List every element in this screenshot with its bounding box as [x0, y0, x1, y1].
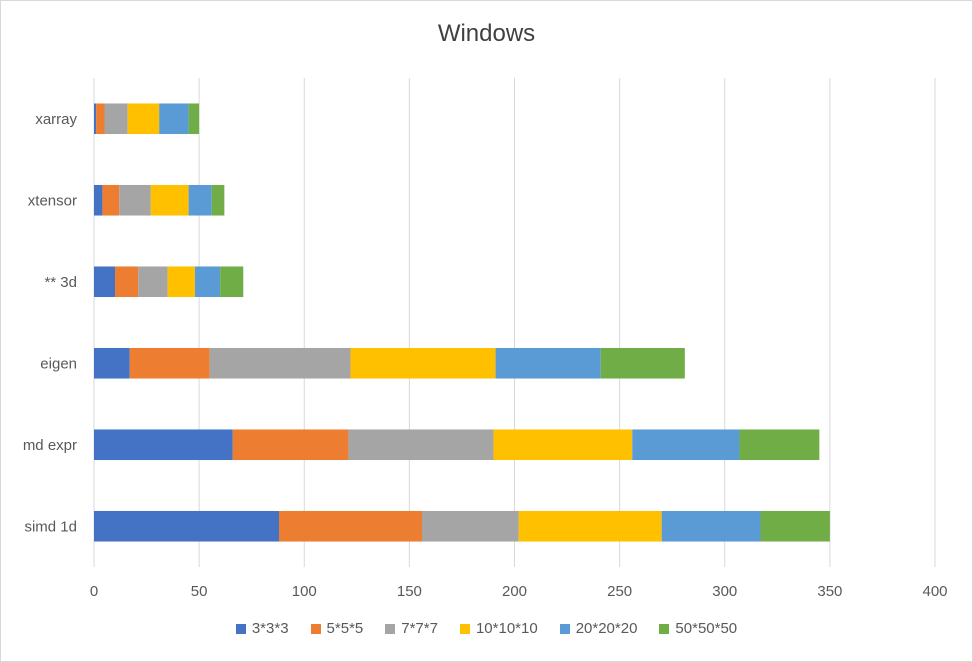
bar-segment	[188, 103, 200, 135]
legend-item: 50*50*50	[659, 620, 737, 637]
bar-segment	[421, 510, 519, 542]
bar-segment	[632, 429, 740, 461]
legend-swatch	[385, 623, 396, 634]
x-tick-label: 250	[607, 583, 632, 600]
legend-label: 50*50*50	[675, 620, 738, 637]
x-tick-labels: 0 50 100 150 200 250 300 350 400	[90, 583, 948, 600]
y-tick-label: md expr	[23, 437, 77, 454]
x-tick-label: 400	[922, 583, 947, 600]
bar-segment	[138, 266, 168, 298]
legend-item: 20*20*20	[559, 620, 638, 637]
bar-segment	[150, 184, 189, 216]
legend-label: 7*7*7	[401, 620, 438, 637]
y-tick-label: eigen	[40, 355, 77, 372]
legend-item: 3*3*3	[235, 620, 289, 637]
bar-segment	[94, 184, 103, 216]
bar-segment	[94, 347, 130, 379]
x-tick-label: 200	[502, 583, 527, 600]
bar-segment	[94, 429, 233, 461]
gridlines	[93, 78, 936, 567]
chart-title: Windows	[437, 20, 536, 47]
y-tick-label: ** 3d	[44, 274, 77, 291]
legend-item: 7*7*7	[385, 620, 438, 637]
bar-segment	[94, 103, 97, 135]
bar-segment	[115, 266, 139, 298]
bar-segment	[96, 103, 105, 135]
legend-label: 20*20*20	[575, 620, 638, 637]
bar-segment	[127, 103, 160, 135]
x-tick-label: 300	[712, 583, 737, 600]
x-tick-label: 0	[90, 583, 98, 600]
bar-segment	[94, 510, 280, 542]
bar-segment	[209, 347, 351, 379]
bar-segment	[493, 429, 633, 461]
legend-label: 5*5*5	[326, 620, 364, 637]
x-tick-label: 350	[817, 583, 842, 600]
bar-segment	[279, 510, 422, 542]
y-tick-label: xarray	[35, 111, 77, 128]
bar-segment	[739, 429, 820, 461]
legend-swatch	[235, 623, 246, 634]
bar-segment	[102, 184, 120, 216]
legend-swatch	[559, 623, 570, 634]
x-tick-label: 100	[292, 583, 317, 600]
bar-segment	[350, 347, 496, 379]
legend-label: 3*3*3	[251, 620, 289, 637]
bar-segment	[211, 184, 225, 216]
bar-segment	[94, 266, 116, 298]
legend: 3*3*3 5*5*5 7*7*7 10*10*10 20*20*20 50*50*50	[0, 620, 973, 637]
legend-swatch	[659, 623, 670, 634]
bar-segment	[119, 184, 151, 216]
legend-item: 5*5*5	[310, 620, 364, 637]
legend-swatch	[310, 623, 321, 634]
legend-label: 10*10*10	[475, 620, 538, 637]
bars	[94, 103, 830, 542]
bar-segment	[232, 429, 349, 461]
bar-segment	[104, 103, 128, 135]
legend-item: 10*10*10	[459, 620, 538, 637]
bar-segment	[518, 510, 662, 542]
y-tick-labels: xarray xtensor ** 3d eigen md expr simd 1d	[23, 111, 78, 536]
bar-segment	[159, 103, 189, 135]
bar-segment	[600, 347, 685, 379]
x-tick-label: 150	[397, 583, 422, 600]
bar-segment	[661, 510, 761, 542]
bar-segment	[220, 266, 244, 298]
bar-segment	[188, 184, 212, 216]
bar-segment	[760, 510, 830, 542]
bar-segment	[129, 347, 210, 379]
bar-segment	[495, 347, 601, 379]
legend-swatch	[459, 623, 470, 634]
y-tick-label: xtensor	[28, 192, 77, 209]
x-tick-label: 50	[191, 583, 208, 600]
bar-segment	[348, 429, 494, 461]
bar-segment	[167, 266, 195, 298]
bar-segment	[194, 266, 221, 298]
y-tick-label: simd 1d	[24, 518, 77, 535]
